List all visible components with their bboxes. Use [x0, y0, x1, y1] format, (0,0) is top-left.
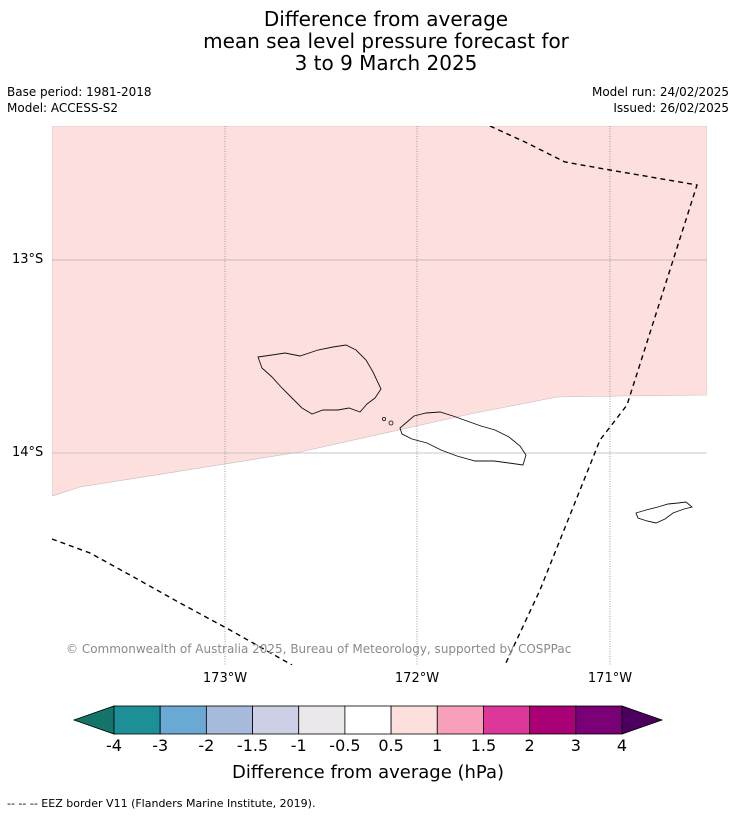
- meta-right: Model run: 24/02/2025 Issued: 26/02/2025: [592, 84, 729, 116]
- colorbar-swatch: [529, 705, 577, 735]
- colorbar-tick-label: 4: [616, 736, 628, 755]
- lon-label-171w: 171°W: [587, 671, 633, 686]
- colorbar-tick-label: 0.5: [378, 736, 404, 755]
- model-name: Model: ACCESS-S2: [7, 101, 119, 115]
- colorbar-swatch: [344, 705, 392, 735]
- colorbar-tick-label: -2: [198, 736, 215, 755]
- colorbar-tick-label: -0.5: [329, 736, 361, 755]
- colorbar-tick-label: -1.5: [236, 736, 269, 755]
- title-line-2: mean sea level pressure forecast for: [203, 29, 569, 53]
- colorbar-swatch: [205, 705, 253, 735]
- colorbar-swatch: [159, 705, 207, 735]
- lat-label-14s: 14°S: [12, 445, 44, 460]
- colorbar-tick-label: -3: [152, 736, 169, 755]
- anomaly-shaded-area: [52, 126, 707, 497]
- colorbar-extend-low: [72, 705, 115, 735]
- colorbar-swatch: [390, 705, 438, 735]
- lat-label-13s: 13°S: [12, 252, 44, 267]
- tutuila-island: [635, 501, 693, 524]
- colorbar-swatch: [298, 705, 346, 735]
- colorbar-title: Difference from average (hPa): [231, 762, 505, 783]
- lon-label-172w: 172°W: [394, 671, 440, 686]
- colorbar-tick-label: -1: [290, 736, 307, 755]
- colorbar-swatch: [436, 705, 484, 735]
- map-title: Difference from average mean sea level p…: [0, 8, 736, 74]
- copyright-text: © Commonwealth of Australia 2025, Bureau…: [66, 642, 572, 656]
- colorbar-extend-high: [621, 705, 664, 735]
- colorbar-tick-label: -4: [106, 736, 122, 755]
- small-island: [381, 416, 386, 421]
- colorbar: [72, 705, 664, 735]
- colorbar-swatch: [113, 705, 161, 735]
- colorbar-swatch: [575, 705, 623, 735]
- savaii-island: [257, 344, 382, 415]
- model-run: Model run: 24/02/2025: [591, 85, 729, 99]
- meta-left: Base period: 1981-2018 Model: ACCESS-S2: [7, 84, 152, 116]
- colorbar-tick-label: 2: [524, 736, 535, 755]
- colorbar-tick-label: 1: [432, 736, 443, 755]
- eez-border-north: [489, 126, 698, 665]
- upolu-island: [399, 411, 527, 466]
- eez-legend-footer: -- -- -- EEZ border V11 (Flanders Marine…: [7, 797, 316, 810]
- title-line-3: 3 to 9 March 2025: [294, 51, 478, 75]
- colorbar-swatch: [483, 705, 531, 735]
- small-island: [388, 420, 394, 426]
- lon-label-173w: 173°W: [202, 671, 248, 686]
- colorbar-swatch: [252, 705, 300, 735]
- colorbar-tick-label: 1.5: [470, 736, 497, 755]
- colorbar-tick-label: 3: [570, 736, 581, 755]
- base-period: Base period: 1981-2018: [7, 85, 152, 99]
- issued-date: Issued: 26/02/2025: [613, 101, 729, 115]
- title-line-1: Difference from average: [263, 7, 509, 31]
